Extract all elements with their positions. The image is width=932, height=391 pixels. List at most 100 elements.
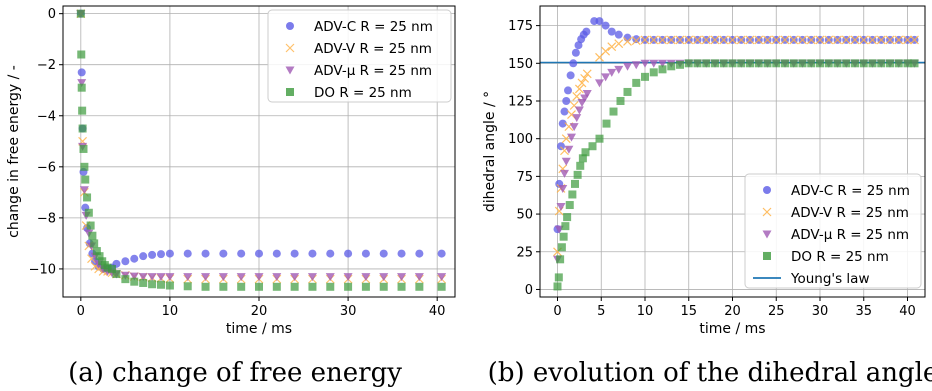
panel-a-point — [84, 208, 93, 217]
panel-b-point — [571, 48, 580, 57]
panel-a-point — [92, 247, 101, 256]
panel-b-ytick-label: 0 — [525, 283, 533, 298]
panel-b-legend-marker — [763, 252, 771, 260]
panel-a-point — [236, 273, 246, 282]
panel-a-point — [165, 273, 175, 282]
panel-b-point — [649, 68, 658, 77]
panel-b-point — [737, 59, 746, 68]
panel-a-point — [326, 282, 335, 291]
panel-b-point — [582, 69, 592, 79]
panel-a-point — [343, 273, 353, 282]
panel-b-point — [859, 59, 868, 68]
panel-a-ytick-label: −4 — [37, 109, 56, 124]
panel-b-point — [910, 59, 919, 68]
panel-b-point — [631, 36, 641, 46]
panel-a-point — [415, 282, 424, 291]
panel-b-point — [693, 35, 702, 45]
panel-b-point — [658, 59, 667, 68]
panel-b-legend-label: ADV-V R = 25 nm — [791, 205, 909, 221]
panel-b-xtick-label: 20 — [724, 304, 741, 319]
panel-a-point — [237, 282, 246, 291]
panel-a-point — [397, 282, 406, 291]
panel-a-legend-label: ADV-V R = 25 nm — [314, 41, 432, 57]
panel-b-point — [557, 243, 566, 252]
panel-b-point — [576, 161, 585, 170]
panel-b-chart: 0 5 10 15 20 25 30 35 40 0 25 50 75 100 125 150 175 time … — [482, 5, 926, 337]
panel-a-point — [379, 249, 388, 258]
panel-b-point — [582, 89, 592, 98]
panel-a-point — [77, 83, 86, 92]
panel-b-point — [601, 73, 611, 82]
panel-a-ytick-label: −10 — [29, 262, 56, 277]
panel-b-point — [763, 35, 772, 45]
panel-a-point — [90, 239, 99, 248]
panel-a-point — [129, 272, 139, 281]
panel-b-point — [816, 59, 824, 68]
panel-a-point — [237, 249, 246, 258]
panel-b-point — [573, 170, 582, 179]
panel-a-point — [290, 249, 299, 258]
panel-a-point — [79, 186, 89, 195]
panel-b-xtick-label: 15 — [680, 304, 697, 319]
panel-a-point — [78, 124, 87, 133]
panel-a-point — [157, 280, 165, 289]
panel-b-legend-box — [744, 173, 922, 289]
panel-b-point — [563, 213, 572, 222]
panel-b-point — [562, 96, 571, 105]
panel-b-point — [640, 59, 650, 68]
panel-b-point — [676, 60, 684, 69]
panel-a-point — [183, 249, 192, 258]
panel-b-point — [807, 59, 816, 68]
panel-b-point — [588, 142, 597, 151]
panel-b-point — [640, 35, 650, 45]
panel-b-point — [666, 35, 676, 45]
panel-b-point — [578, 154, 587, 163]
panel-b-point — [631, 61, 641, 70]
panel-a-point — [148, 250, 157, 259]
panel-a-chart: 0 10 20 30 40 0 −2 −4 −6 −8 −10 time / ms change in … — [6, 5, 456, 337]
caption-b: (b) evolution of the dihedral angle — [488, 358, 932, 388]
panel-b-point — [595, 134, 604, 143]
panel-a-point — [130, 254, 139, 263]
panel-a-point — [138, 273, 148, 282]
panel-b-point — [693, 59, 702, 68]
panel-b-legend-marker — [762, 207, 772, 217]
panel-a-legend-marker — [286, 88, 294, 96]
panel-a-point — [437, 282, 446, 291]
panel-b-point — [607, 68, 617, 77]
panel-a-point — [397, 249, 406, 258]
panel-a-ytick-label: −8 — [37, 211, 56, 226]
panel-b-point — [614, 65, 624, 74]
panel-b-point — [623, 62, 632, 71]
panel-b-point — [554, 273, 563, 282]
panel-a-point — [78, 106, 87, 115]
panel-b-point — [649, 35, 659, 45]
panel-b-xtick-label: 5 — [597, 304, 605, 319]
panel-b-legend-label: ADV-μ R = 25 nm — [791, 227, 909, 243]
panel-b-point — [567, 133, 576, 142]
panel-b-ytick-label: 175 — [508, 19, 533, 34]
panel-b-point — [560, 169, 569, 178]
panel-b-point — [754, 59, 763, 68]
panel-b-point — [728, 59, 737, 68]
panel-a-point — [148, 280, 157, 289]
panel-a-xtick-label: 20 — [251, 304, 268, 319]
panel-b-legend-label: Young's law — [790, 271, 870, 287]
panel-b-legend-marker — [762, 230, 772, 239]
panel-a-point — [80, 162, 89, 171]
panel-b-point — [719, 59, 728, 68]
panel-a-point — [290, 273, 300, 282]
panel-b-point — [557, 142, 565, 151]
panel-b-point — [824, 35, 834, 45]
panel-a-series-3 — [76, 9, 446, 291]
panel-a-point — [254, 273, 264, 282]
panel-b-point — [658, 35, 667, 45]
panel-b-point — [607, 42, 617, 52]
panel-b-point — [571, 179, 579, 188]
panel-a-legend-label: ADV-C R = 25 nm — [314, 19, 433, 35]
panel-b-point — [614, 39, 624, 49]
panel-b-point — [574, 106, 584, 115]
panel-a-point — [201, 282, 210, 291]
panel-b-point — [601, 21, 610, 30]
panel-a-point — [290, 282, 299, 291]
